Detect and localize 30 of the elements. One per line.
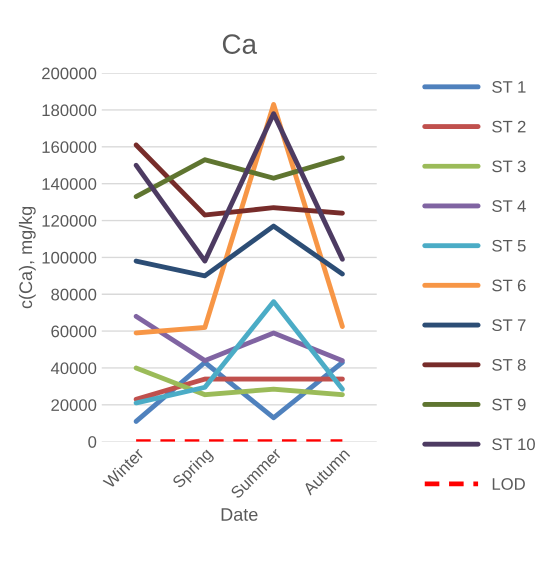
y-tick-label: 0 [88, 436, 96, 448]
legend-label: ST 4 [492, 200, 526, 212]
line-series [134, 155, 345, 200]
legend-label: ST 1 [492, 81, 526, 93]
legend-label: ST 6 [492, 280, 526, 292]
y-tick-label: 80000 [51, 288, 96, 300]
legend-label: ST 2 [492, 120, 526, 133]
y-tick-label: 160000 [42, 141, 96, 154]
y-tick-label: 20000 [51, 399, 96, 412]
x-axis-title: Date [222, 508, 258, 521]
line-series [134, 111, 345, 264]
legend-label: ST 7 [492, 319, 526, 332]
y-tick-label: 140000 [42, 178, 96, 190]
y-axis-title: c(Ca), mg/kg [18, 206, 36, 308]
legend-label: ST 3 [492, 160, 526, 172]
y-tick-label: 180000 [42, 104, 96, 116]
y-tick-label: 60000 [51, 326, 96, 338]
y-tick-label: 40000 [50, 362, 96, 374]
y-tick-label: 200000 [42, 68, 96, 80]
line-series [134, 224, 345, 278]
legend-label: ST 5 [492, 240, 526, 252]
y-tick-label: 120000 [42, 214, 96, 227]
legend-label: LOD [492, 478, 525, 490]
legend-label: ST 8 [492, 358, 526, 371]
line-series [134, 142, 345, 218]
line-series [134, 299, 345, 406]
chart-title: Ca [222, 34, 258, 54]
legend-label: ST 10 [492, 438, 535, 450]
legend-label: ST 9 [492, 398, 526, 410]
y-tick-label: 100000 [42, 252, 96, 264]
